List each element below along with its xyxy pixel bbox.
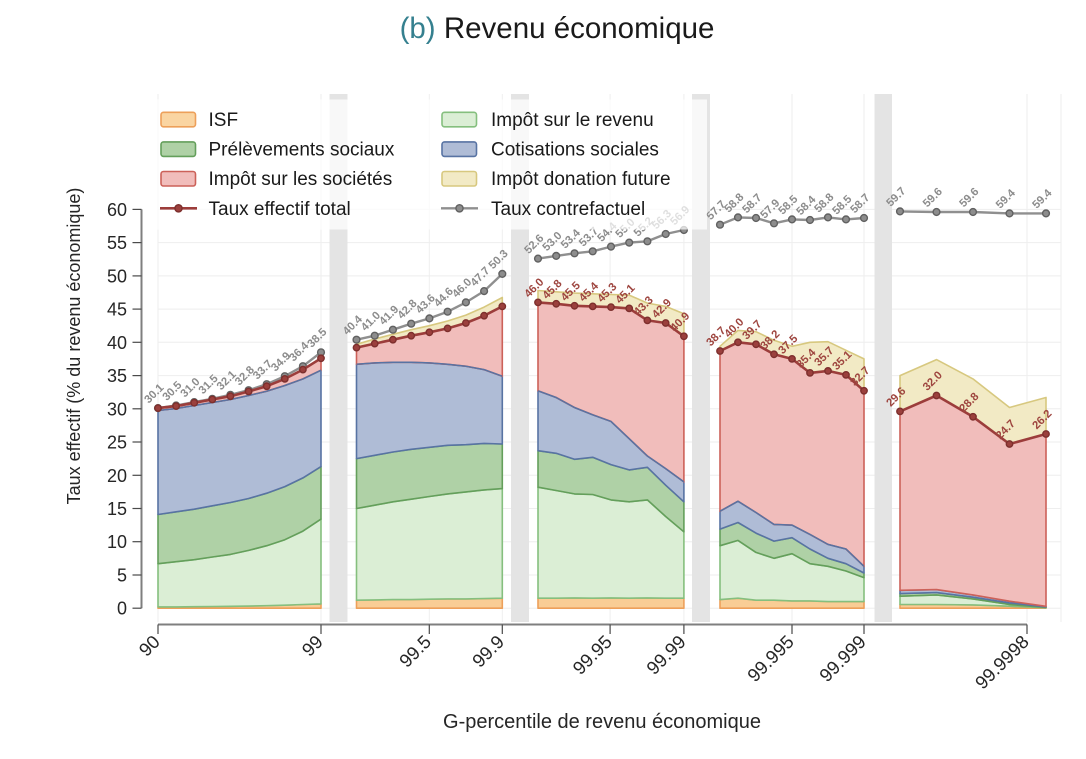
- svg-text:Prélèvements sociaux: Prélèvements sociaux: [209, 140, 395, 161]
- svg-text:25: 25: [107, 433, 127, 453]
- svg-text:Taux effectif total: Taux effectif total: [209, 199, 351, 220]
- svg-text:15: 15: [107, 499, 127, 519]
- svg-text:Impôt sur le revenu: Impôt sur le revenu: [491, 110, 654, 131]
- svg-text:30: 30: [107, 399, 127, 419]
- svg-text:(b) Revenu économique: (b) Revenu économique: [400, 12, 715, 45]
- svg-text:Taux contrefactuel: Taux contrefactuel: [491, 199, 645, 220]
- svg-text:Impôt sur les sociétés: Impôt sur les sociétés: [209, 169, 393, 190]
- svg-text:Taux effectif (% du revenu éco: Taux effectif (% du revenu économique): [64, 188, 84, 505]
- svg-text:5: 5: [117, 566, 127, 586]
- svg-text:50: 50: [107, 266, 127, 286]
- svg-text:45: 45: [107, 300, 127, 320]
- svg-text:55: 55: [107, 233, 127, 253]
- svg-text:G-percentile de revenu économi: G-percentile de revenu économique: [443, 711, 761, 733]
- svg-text:Impôt donation future: Impôt donation future: [491, 169, 671, 190]
- svg-text:40: 40: [107, 333, 127, 353]
- svg-text:0: 0: [117, 599, 127, 619]
- svg-text:ISF: ISF: [209, 110, 239, 131]
- svg-text:20: 20: [107, 466, 127, 486]
- svg-text:35: 35: [107, 366, 127, 386]
- svg-text:Cotisations sociales: Cotisations sociales: [491, 140, 659, 161]
- svg-text:10: 10: [107, 532, 127, 552]
- svg-text:60: 60: [107, 200, 127, 220]
